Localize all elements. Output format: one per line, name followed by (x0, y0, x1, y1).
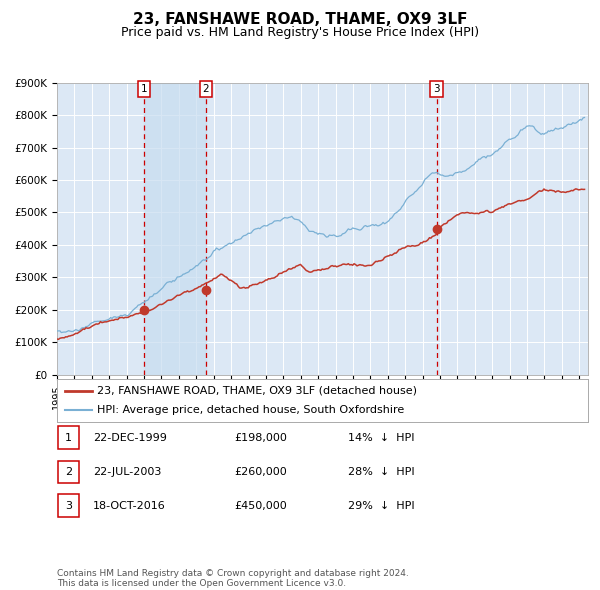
Text: 3: 3 (433, 84, 440, 94)
Bar (144, 83, 206, 375)
Text: HPI: Average price, detached house, South Oxfordshire: HPI: Average price, detached house, Sout… (97, 405, 404, 415)
Text: 23, FANSHAWE ROAD, THAME, OX9 3LF (detached house): 23, FANSHAWE ROAD, THAME, OX9 3LF (detac… (97, 386, 417, 396)
Text: £450,000: £450,000 (234, 501, 287, 510)
Text: £198,000: £198,000 (234, 433, 287, 442)
Text: 28%  ↓  HPI: 28% ↓ HPI (348, 467, 415, 477)
Text: 2: 2 (65, 467, 72, 477)
Text: Price paid vs. HM Land Registry's House Price Index (HPI): Price paid vs. HM Land Registry's House … (121, 26, 479, 39)
Text: Contains HM Land Registry data © Crown copyright and database right 2024.
This d: Contains HM Land Registry data © Crown c… (57, 569, 409, 588)
Text: 2: 2 (203, 84, 209, 94)
Text: 18-OCT-2016: 18-OCT-2016 (93, 501, 166, 510)
Text: 1: 1 (141, 84, 148, 94)
Text: 3: 3 (65, 501, 72, 510)
Text: 22-DEC-1999: 22-DEC-1999 (93, 433, 167, 442)
Text: £260,000: £260,000 (234, 467, 287, 477)
Text: 23, FANSHAWE ROAD, THAME, OX9 3LF: 23, FANSHAWE ROAD, THAME, OX9 3LF (133, 12, 467, 27)
Text: 1: 1 (65, 433, 72, 442)
Text: 29%  ↓  HPI: 29% ↓ HPI (348, 501, 415, 510)
Text: 14%  ↓  HPI: 14% ↓ HPI (348, 433, 415, 442)
Text: 22-JUL-2003: 22-JUL-2003 (93, 467, 161, 477)
